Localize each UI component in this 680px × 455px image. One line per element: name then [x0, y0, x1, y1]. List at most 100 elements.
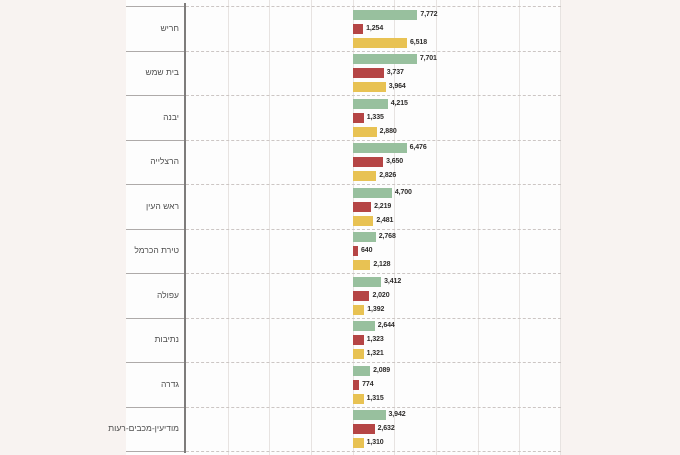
bar-value-label: 1,310	[366, 439, 384, 446]
label-row-divider	[126, 451, 184, 452]
series-yellow-bar	[352, 304, 365, 315]
row-separator	[186, 317, 561, 319]
category-label: גדרה	[161, 378, 179, 389]
category-label: מודיעין-מכבים-רעות	[108, 423, 179, 434]
category-label-cell: ראש העין	[126, 184, 184, 229]
bar-value-label: 1,335	[366, 113, 384, 121]
series-green-bar	[352, 54, 417, 64]
plot-area: 7,772 1,254 6,518 7,701 3,737 3,964 4,215 1,335…	[186, 0, 561, 455]
bar-value-label: 2,089	[373, 366, 391, 374]
bar-value-label: 2,020	[372, 291, 390, 299]
series-red-bar	[352, 157, 384, 167]
vertical-gridline	[269, 0, 271, 455]
series-green-bar	[352, 365, 371, 376]
vertical-gridline	[394, 0, 396, 455]
series-red-bar	[352, 379, 360, 390]
bar-value-label: 3,964	[388, 83, 406, 90]
series-green-bar	[352, 276, 382, 287]
bar-value-label: 1,254	[366, 24, 384, 32]
label-row-divider	[126, 184, 184, 185]
label-row-divider	[126, 95, 184, 96]
series-yellow-bar	[352, 82, 386, 92]
row-separator	[186, 95, 561, 96]
series-red-bar	[352, 112, 364, 123]
label-row-divider	[126, 362, 184, 363]
series-red-bar	[352, 68, 384, 78]
category-label-cell: גדרה	[126, 362, 184, 407]
series-yellow-bar	[352, 37, 407, 48]
series-yellow-bar	[352, 215, 374, 226]
vertical-gridline	[519, 0, 521, 455]
row-separator	[186, 50, 561, 52]
category-axis-line	[184, 3, 186, 453]
category-label-cell: עפולה	[126, 273, 184, 318]
category-label-cell: יבנה	[126, 95, 184, 140]
category-label-cell: הרצלייה	[126, 140, 184, 185]
row-separator	[186, 139, 561, 141]
row-separator	[186, 362, 561, 363]
vertical-gridline	[436, 0, 437, 455]
bar-value-label: 2,880	[379, 127, 397, 135]
series-red-bar	[352, 23, 364, 34]
category-label: הרצלייה	[150, 156, 179, 167]
category-label: ראש העין	[145, 200, 179, 211]
bar-value-label: 774	[362, 380, 374, 388]
bar-value-label: 1,315	[366, 394, 384, 402]
row-separator	[186, 184, 561, 185]
vertical-gridline	[352, 0, 354, 455]
bar-value-label: 2,768	[378, 233, 396, 240]
bar-value-label: 2,644	[377, 322, 395, 329]
bar-value-label: 2,219	[374, 202, 392, 210]
bar-value-label: 6,476	[409, 144, 427, 151]
chart-backdrop	[126, 0, 561, 455]
label-row-divider	[126, 228, 184, 230]
series-red-bar	[352, 246, 358, 256]
category-label: בית שמש	[145, 67, 179, 78]
bar-value-label: 2,128	[373, 261, 391, 268]
bar-value-label: 3,737	[386, 69, 404, 76]
bar-value-label: 1,392	[367, 305, 385, 313]
vertical-gridline	[560, 0, 561, 455]
category-label: חריש	[160, 22, 179, 33]
row-separator	[186, 6, 561, 7]
category-labels-column: חריש בית שמש יבנה הרצלייה ראש העין טירת הכרמל…	[108, 0, 184, 455]
series-yellow-bar	[352, 349, 364, 359]
label-row-divider	[126, 273, 184, 274]
bar-value-label: 2,826	[379, 172, 397, 179]
category-label-cell: נתיבות	[126, 318, 184, 363]
label-row-divider	[126, 50, 184, 52]
bar-value-label: 3,412	[384, 277, 402, 285]
bar-value-label: 7,701	[419, 55, 437, 62]
row-separator	[186, 451, 561, 452]
category-label: עפולה	[156, 289, 179, 300]
bar-value-label: 1,321	[366, 350, 384, 357]
series-red-bar	[352, 201, 372, 212]
series-red-bar	[352, 290, 370, 301]
bar-value-label: 640	[361, 247, 373, 254]
bar-value-label: 2,632	[377, 425, 395, 432]
series-green-bar	[352, 9, 418, 20]
category-label: יבנה	[163, 111, 179, 122]
series-yellow-bar	[352, 126, 377, 137]
series-green-bar	[352, 187, 392, 198]
series-green-bar	[352, 98, 388, 109]
series-yellow-bar	[352, 438, 364, 448]
bar-value-label: 3,942	[388, 411, 406, 418]
series-green-bar	[352, 143, 407, 153]
category-label: נתיבות	[154, 334, 179, 345]
category-label-cell: בית שמש	[126, 51, 184, 96]
label-row-divider	[126, 406, 184, 408]
category-label-cell: מודיעין-מכבים-רעות	[108, 407, 184, 452]
vertical-gridline	[477, 0, 479, 455]
series-green-bar	[352, 232, 376, 242]
bar-value-label: 2,481	[376, 216, 394, 224]
label-row-divider	[126, 6, 184, 7]
label-row-divider	[126, 139, 184, 141]
series-yellow-bar	[352, 171, 377, 181]
series-green-bar	[352, 321, 375, 331]
bar-value-label: 4,700	[394, 188, 412, 196]
bar-value-label: 6,518	[409, 38, 427, 46]
label-row-divider	[126, 317, 184, 319]
row-separator	[186, 406, 561, 408]
bar-value-label: 1,323	[366, 336, 384, 343]
